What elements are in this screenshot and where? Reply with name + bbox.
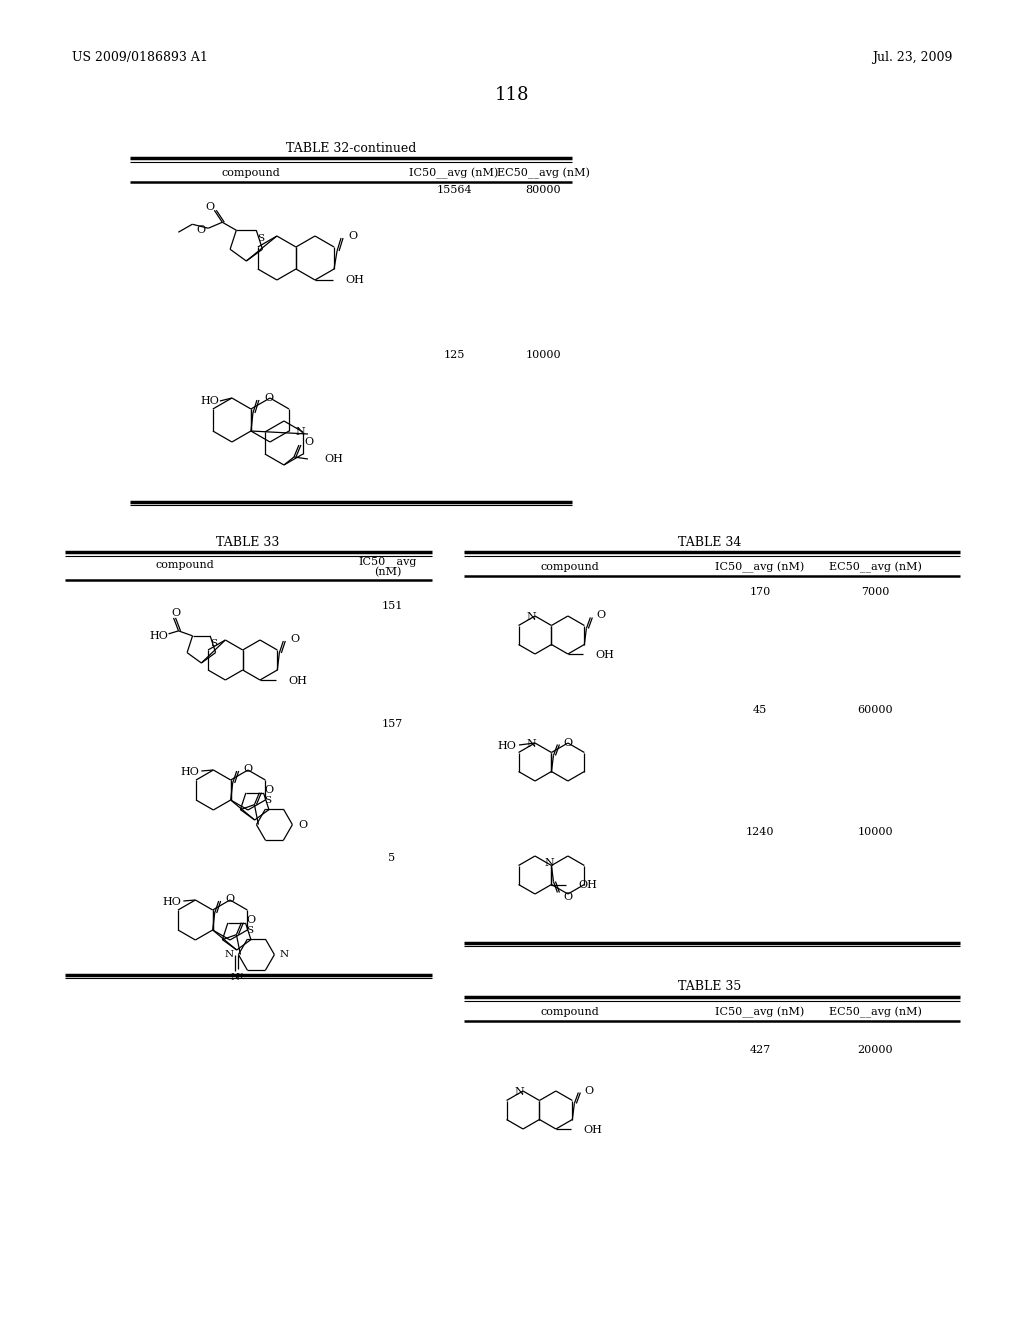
Text: 20000: 20000 (857, 1045, 893, 1055)
Text: O: O (291, 634, 299, 644)
Text: N: N (280, 950, 289, 960)
Text: 80000: 80000 (525, 185, 561, 195)
Text: S: S (246, 925, 253, 935)
Text: S: S (257, 234, 264, 243)
Text: O: O (197, 226, 206, 235)
Text: O: O (348, 231, 357, 242)
Text: 125: 125 (443, 350, 465, 360)
Text: O: O (585, 1085, 594, 1096)
Text: O: O (563, 891, 572, 902)
Text: N: N (514, 1086, 524, 1097)
Text: 15564: 15564 (436, 185, 472, 195)
Text: compound: compound (541, 562, 599, 572)
Text: compound: compound (156, 560, 214, 570)
Text: 10000: 10000 (525, 350, 561, 360)
Text: 7000: 7000 (861, 587, 889, 597)
Text: compound: compound (221, 168, 281, 178)
Text: O: O (563, 738, 572, 747)
Text: N: N (224, 950, 233, 960)
Text: HO: HO (162, 898, 181, 907)
Text: O: O (264, 784, 273, 795)
Text: HO: HO (180, 767, 199, 777)
Text: TABLE 33: TABLE 33 (216, 536, 280, 549)
Text: IC50__avg: IC50__avg (358, 557, 417, 568)
Text: OH: OH (595, 649, 613, 660)
Text: O: O (225, 894, 234, 904)
Text: O: O (171, 609, 180, 618)
Text: OH: OH (583, 1125, 602, 1135)
Text: TABLE 34: TABLE 34 (678, 536, 741, 549)
Text: IC50__avg (nM): IC50__avg (nM) (716, 1006, 805, 1018)
Text: 157: 157 (381, 719, 402, 729)
Text: 170: 170 (750, 587, 771, 597)
Text: EC50__avg (nM): EC50__avg (nM) (497, 168, 590, 178)
Text: O: O (304, 437, 313, 447)
Text: EC50__avg (nM): EC50__avg (nM) (828, 1006, 922, 1018)
Text: 5: 5 (388, 853, 395, 863)
Text: N: N (295, 426, 305, 437)
Text: O: O (264, 393, 273, 403)
Text: OH: OH (345, 275, 364, 285)
Text: N: N (526, 739, 536, 748)
Text: US 2009/0186893 A1: US 2009/0186893 A1 (72, 51, 208, 65)
Text: O: O (244, 764, 253, 774)
Text: 45: 45 (753, 705, 767, 715)
Text: (nM): (nM) (375, 566, 401, 577)
Text: HO: HO (150, 631, 168, 642)
Text: TABLE 35: TABLE 35 (678, 981, 741, 994)
Text: OH: OH (324, 454, 343, 465)
Text: O: O (247, 915, 256, 924)
Text: EC50__avg (nM): EC50__avg (nM) (828, 561, 922, 573)
Text: IC50__avg (nM): IC50__avg (nM) (716, 561, 805, 573)
Text: S: S (263, 796, 270, 805)
Text: N: N (526, 612, 536, 622)
Text: O: O (596, 610, 605, 620)
Text: TABLE 32-continued: TABLE 32-continued (286, 141, 416, 154)
Text: 151: 151 (381, 601, 402, 611)
Text: O: O (298, 820, 307, 830)
Text: 427: 427 (750, 1045, 771, 1055)
Text: 118: 118 (495, 86, 529, 104)
Text: N: N (230, 973, 240, 982)
Text: N: N (545, 858, 554, 869)
Text: HO: HO (201, 396, 219, 407)
Text: OH: OH (579, 880, 597, 891)
Text: 10000: 10000 (857, 828, 893, 837)
Text: N: N (236, 972, 243, 979)
Text: O: O (206, 202, 215, 213)
Text: OH: OH (288, 676, 307, 686)
Text: IC50__avg (nM): IC50__avg (nM) (410, 168, 499, 178)
Text: compound: compound (541, 1007, 599, 1016)
Text: Jul. 23, 2009: Jul. 23, 2009 (871, 51, 952, 65)
Text: 1240: 1240 (745, 828, 774, 837)
Text: 60000: 60000 (857, 705, 893, 715)
Text: HO: HO (498, 741, 516, 751)
Text: S: S (210, 639, 217, 648)
